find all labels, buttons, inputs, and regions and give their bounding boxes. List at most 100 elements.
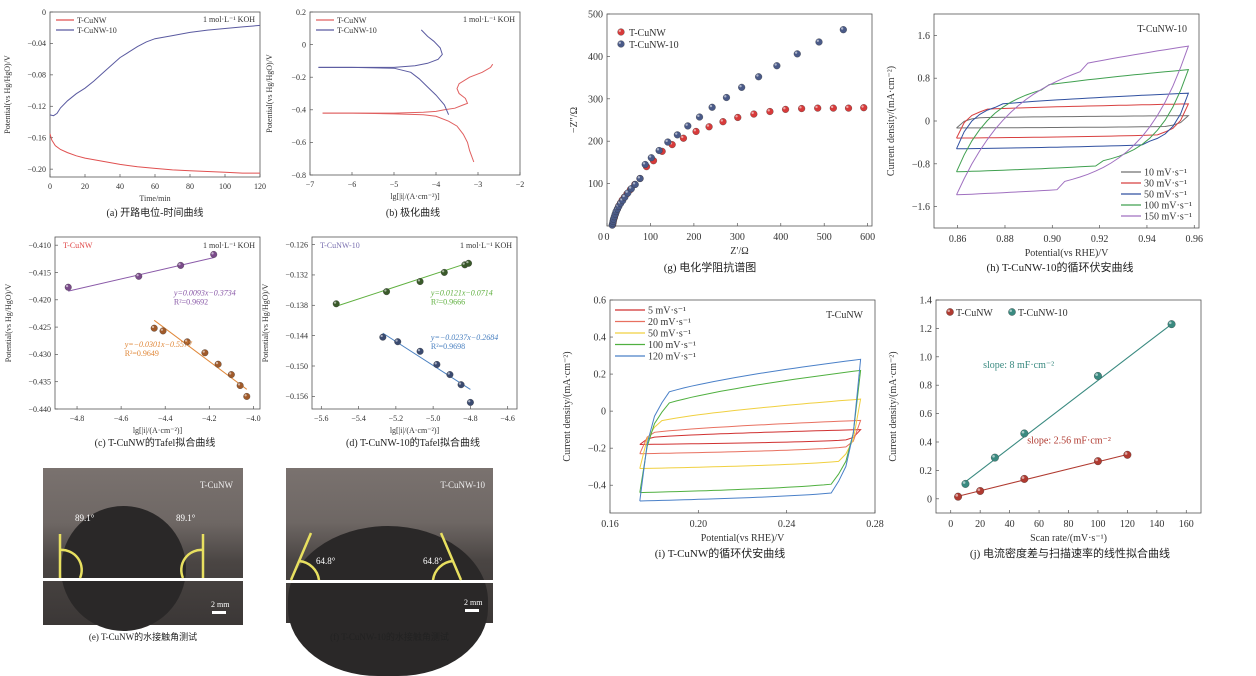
data-point-cathodic [379,333,387,341]
legend-label: 150 mV·s⁻¹ [1144,212,1192,223]
plot-frame [609,299,876,514]
data-point-anodic-highlight [65,284,69,288]
y-tick-label: −0.150 [285,362,308,371]
data-point-cathodic-highlight [434,362,437,365]
data-point-T-CuNW-10 [655,146,663,155]
x-axis-label: lg[|i|/(A·cm⁻²)] [390,426,440,435]
y-tick-label: 1.2 [920,324,933,335]
legend-label: 5 mV·s⁻¹ [648,306,686,317]
x-tick-label: 80 [1064,519,1074,530]
legend-label: 10 mV·s⁻¹ [1144,168,1187,179]
x-axis-label: Scan rate/(mV·s⁻¹) [1030,533,1107,544]
x-origin-label: 0 [598,232,603,243]
data-point-T-CuNW-highlight [1124,452,1128,455]
x-tick-label: 0.88 [996,234,1014,245]
data-point-anodic [440,268,448,276]
data-point-T-CuNW [1020,474,1029,483]
x-tick-label: 500 [817,232,832,243]
data-point-anodic-highlight [384,289,387,292]
data-point-cathodic [394,338,402,346]
data-point-T-CuNW-10 [793,50,801,58]
data-point-T-CuNW-highlight [1095,458,1098,462]
annotation-electrolyte: 1 mol·L⁻¹ KOH [460,241,512,250]
angle-left: 89.1° [75,513,95,523]
legend-label: T-CuNW-10 [337,26,377,35]
data-point-cathodic-highlight [244,394,247,397]
x-axis-label: lg[|i|/(A·cm⁻²)] [133,426,183,435]
data-point-T-CuNW [798,105,806,113]
x-tick-label: 60 [151,182,159,191]
x-tick-label: −5.0 [426,414,441,423]
y-axis-label: Current density/(mA·cm⁻²) [886,66,897,176]
scale-bar [465,609,479,612]
data-point-T-CuNW-highlight [751,111,754,115]
data-point-anodic-highlight [211,252,214,255]
y-tick-label: −0.435 [28,377,51,386]
data-point-anodic-highlight [466,260,469,264]
data-point-T-CuNW [719,118,727,126]
x-axis-label: lg[|i|/(A·cm⁻²)] [390,192,440,201]
data-point-anodic-highlight [333,301,337,304]
y-tick-label: 500 [588,10,603,21]
annotation-electrolyte: 1 mol·L⁻¹ KOH [203,15,255,24]
x-tick-label: −4.4 [158,414,173,423]
y-tick-label: 0.6 [594,296,607,307]
y-tick-label: −0.144 [285,331,308,340]
chart-tafel-tcunw: −4.8 −4.6 −4.4 −4.2 −4.0 −0.410 −0.415 −0.420 −0… [0,225,265,445]
data-point-T-CuNW-10-highlight [697,114,700,118]
data-point-T-CuNW-highlight [720,119,723,122]
caption-f: (f) T-CuNW-10的水接触角测试 [330,632,449,642]
legend-label: T-CuNW [337,16,367,25]
data-point-T-CuNW [844,104,853,112]
y-tick-label: −0.08 [27,71,46,80]
x-tick-label: −3 [474,180,483,189]
y-tick-label: −0.132 [285,271,308,280]
caption-c: (c) T-CuNW的Tafel拟合曲线 [94,438,216,449]
angle-left: 64.8° [316,556,336,566]
cv-loop [956,45,1190,196]
data-point-T-CuNW-highlight [1021,476,1025,479]
baseline [286,580,493,583]
data-point-T-CuNW [829,104,837,112]
data-point-T-CuNW-10-highlight [724,95,727,98]
sample-label: T-CuNW [826,310,863,321]
x-tick-label: 0.90 [1044,234,1062,245]
data-point-anodic-highlight [462,262,465,265]
angle-right: 64.8° [423,556,443,566]
x-tick-label: 0 [48,182,52,191]
y-axis-label: Potential(vs Hg/HgO)/V [4,284,13,363]
fit-line-T-CuNW-10 [965,323,1172,483]
y-tick-label: −0.2 [588,444,606,455]
x-tick-label: −4 [432,180,441,189]
x-tick-label: 300 [730,232,745,243]
y-tick-label: −0.04 [27,39,46,48]
x-tick-label: −5.4 [351,414,366,423]
chart-tafel-tcunw10: −5.6 −5.4 −5.2 −5.0 −4.8 −4.6 −0.126 −0.132 −0.1… [261,225,527,445]
data-point-T-CuNW-10-highlight [962,481,966,484]
series-line-T-CuNW-10 [49,24,261,117]
legend-label: 50 mV·s⁻¹ [1144,190,1187,201]
legend-label: 50 mV·s⁻¹ [648,329,691,340]
data-point-anodic [465,259,472,267]
legend-label: T-CuNW-10 [77,26,117,35]
y-tick-label: −0.12 [27,102,46,111]
chart-polarization-curve: −7 −6 −5 −4 −3 −2 0.2 0 −0.2 −0.4 −0.6 −0.8 lg[|i|/(… [262,0,527,220]
chart-scan-rate-fit: 0 20 40 60 80 100 120 140 160 0 0.2 0.4 0.6 0.8 1.0 1.2… [880,290,1250,545]
data-point-cathodic-highlight [184,339,188,342]
x-tick-label: −4.2 [202,414,217,423]
data-point-T-CuNW-10 [673,131,681,139]
baseline [43,578,243,581]
data-point-T-CuNW [781,105,790,113]
data-point-T-CuNW-10 [695,113,704,121]
cv-loop [639,358,862,502]
series-cathodic-T-CuNW [322,112,475,163]
data-point-T-CuNW-10 [738,83,746,91]
y-tick-label: 300 [588,94,603,105]
y-tick-label: 0 [601,407,606,418]
y-tick-label: −0.4 [291,106,306,115]
x-tick-label: 0.20 [690,519,708,530]
y-tick-label: 200 [588,137,603,148]
legend-marker-highlight [618,41,621,45]
x-axis-label: Time/min [139,194,170,203]
y-tick-label: 1.4 [920,296,933,307]
